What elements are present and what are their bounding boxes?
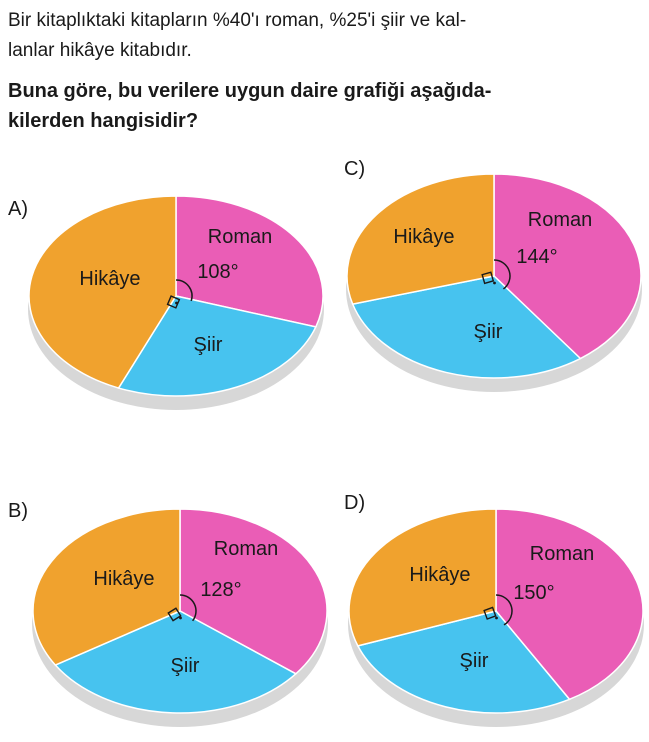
label-roman-d: Roman — [530, 543, 594, 565]
angle-label-a: 108° — [197, 261, 238, 283]
label-hikaye-d: Hikâye — [409, 564, 470, 586]
label-roman-b: Roman — [214, 538, 278, 560]
slice-roman-d — [495, 508, 644, 701]
slice-hikaye-a — [28, 195, 177, 389]
label-hikaye-c: Hikâye — [393, 226, 454, 248]
angle-label-c: 144° — [516, 246, 557, 268]
right-angle-dot-c — [493, 281, 496, 285]
label-roman-a: Roman — [208, 226, 272, 248]
slice-hikaye-d — [348, 508, 497, 647]
label-hikaye-a: Hikâye — [79, 268, 140, 290]
option-b-label[interactable]: B) — [8, 500, 28, 522]
slice-roman-c — [493, 173, 642, 360]
slice-roman-b — [179, 508, 328, 675]
label-roman-c: Roman — [528, 209, 592, 231]
angle-arc-a — [175, 279, 193, 302]
question-line-3: Buna göre, bu verilere uygun daire grafi… — [8, 80, 492, 102]
right-angle-dot-d — [495, 616, 498, 620]
slice-siir-a — [117, 295, 317, 397]
angle-label-d: 150° — [513, 582, 554, 604]
right-angle-dot-a — [175, 301, 178, 305]
right-angle-mark-b — [167, 607, 182, 622]
right-angle-mark-d — [483, 606, 497, 620]
slice-siir-b — [54, 610, 298, 714]
option-c-label[interactable]: C) — [344, 158, 366, 180]
angle-arc-d — [495, 594, 513, 626]
question-line-1: Bir kitaplıktaki kitapların %40'ı roman,… — [8, 10, 467, 31]
slice-siir-d — [356, 610, 571, 714]
angle-label-b: 128° — [200, 579, 241, 601]
angle-arc-c — [493, 259, 511, 290]
slice-hikaye-b — [32, 508, 181, 666]
slice-hikaye-c — [346, 173, 495, 305]
question-line-2: lanlar hikâye kitabıdır. — [8, 40, 192, 61]
slice-roman-a — [175, 195, 324, 328]
label-siir-c: Şiir — [474, 321, 503, 343]
label-hikaye-b: Hikâye — [93, 568, 154, 590]
right-angle-dot-b — [179, 616, 182, 620]
slice-siir-c — [351, 275, 582, 379]
question-line-4: kilerden hangisidir? — [8, 110, 199, 132]
label-siir-d: Şiir — [460, 650, 489, 672]
label-siir-a: Şiir — [194, 334, 223, 356]
option-d-label[interactable]: D) — [344, 492, 366, 514]
label-siir-b: Şiir — [171, 655, 200, 677]
right-angle-mark-c — [481, 271, 495, 285]
angle-arc-b — [179, 594, 197, 622]
option-a-label[interactable]: A) — [8, 198, 28, 220]
